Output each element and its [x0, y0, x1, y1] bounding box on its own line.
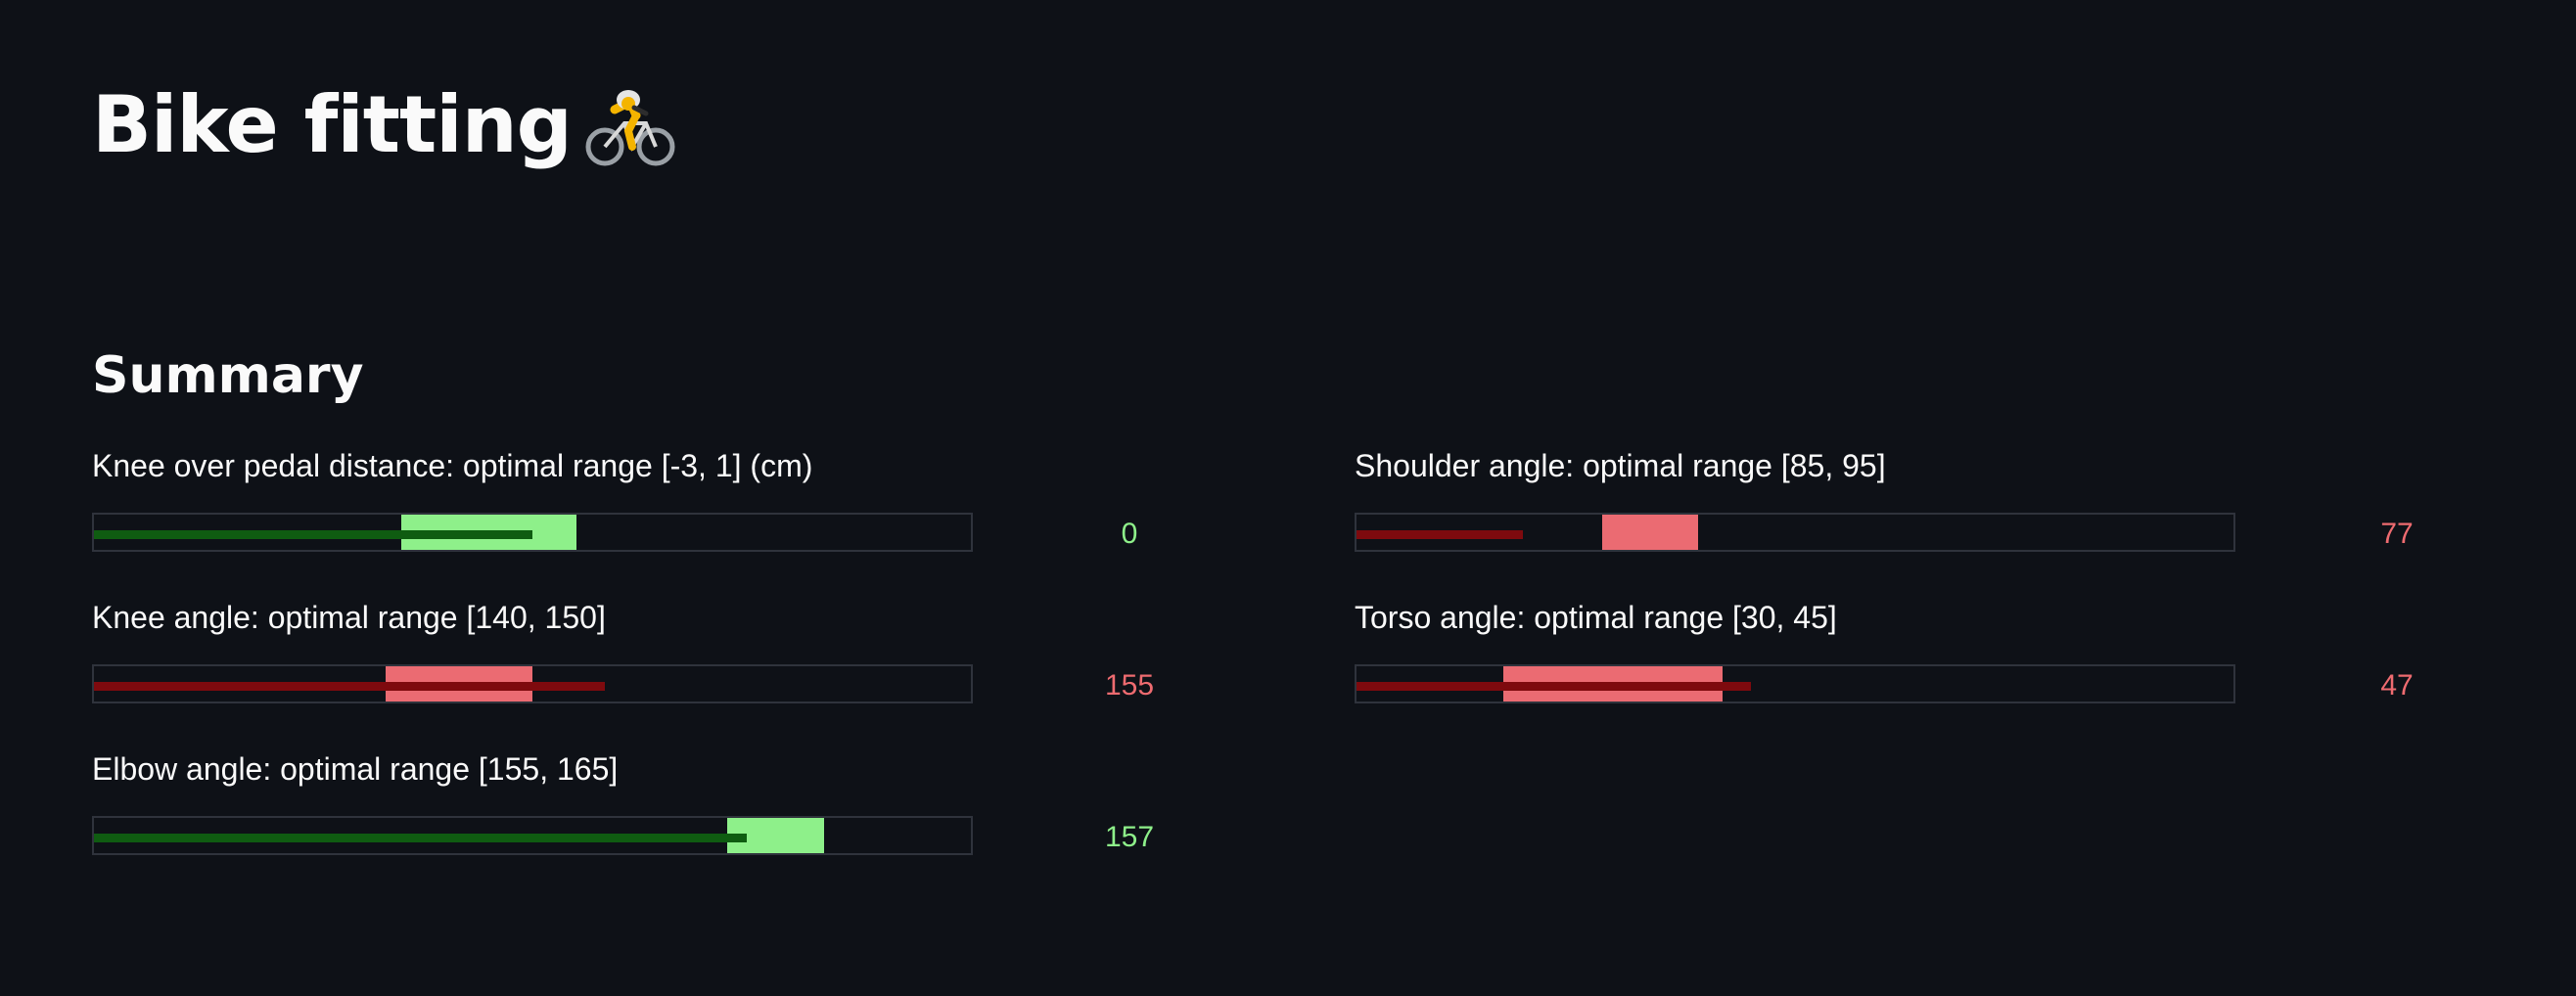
metric-torso-angle: Torso angle: optimal range [30, 45] 47: [1355, 594, 2431, 721]
page-title: Bike fitting: [92, 76, 675, 174]
section-heading-summary: Summary: [92, 346, 364, 405]
metric-label: Knee over pedal distance: optimal range …: [92, 448, 813, 483]
metric-elbow-angle: Elbow angle: optimal range [155, 165] 15…: [92, 746, 1169, 873]
value-indicator-bar: [94, 530, 532, 539]
optimal-range-band: [1601, 515, 1699, 550]
page-title-text: Bike fitting: [92, 79, 573, 170]
metric-knee-angle: Knee angle: optimal range [140, 150] 155: [92, 594, 1169, 721]
metric-value: 0: [1121, 518, 1138, 550]
value-indicator-bar: [1357, 530, 1524, 539]
metric-value: 157: [1104, 821, 1155, 853]
range-bar: [1355, 664, 2235, 703]
range-bar: [92, 664, 973, 703]
metric-label: Shoulder angle: optimal range [85, 95]: [1355, 448, 1886, 483]
range-bar: [1355, 513, 2235, 552]
range-bar: [92, 513, 973, 552]
metric-shoulder-angle: Shoulder angle: optimal range [85, 95] 7…: [1355, 442, 2431, 569]
metric-knee-over-pedal: Knee over pedal distance: optimal range …: [92, 442, 1169, 569]
metric-value: 155: [1104, 669, 1155, 702]
value-indicator-bar: [94, 682, 606, 691]
value-indicator-bar: [1357, 682, 1752, 691]
metric-label: Torso angle: optimal range [30, 45]: [1355, 600, 1837, 635]
metric-label: Knee angle: optimal range [140, 150]: [92, 600, 606, 635]
range-bar: [92, 816, 973, 855]
metric-value: 47: [2380, 669, 2414, 702]
metric-value: 77: [2380, 518, 2414, 550]
metric-label: Elbow angle: optimal range [155, 165]: [92, 751, 619, 787]
value-indicator-bar: [94, 834, 747, 842]
person-biking-icon: [585, 80, 675, 170]
